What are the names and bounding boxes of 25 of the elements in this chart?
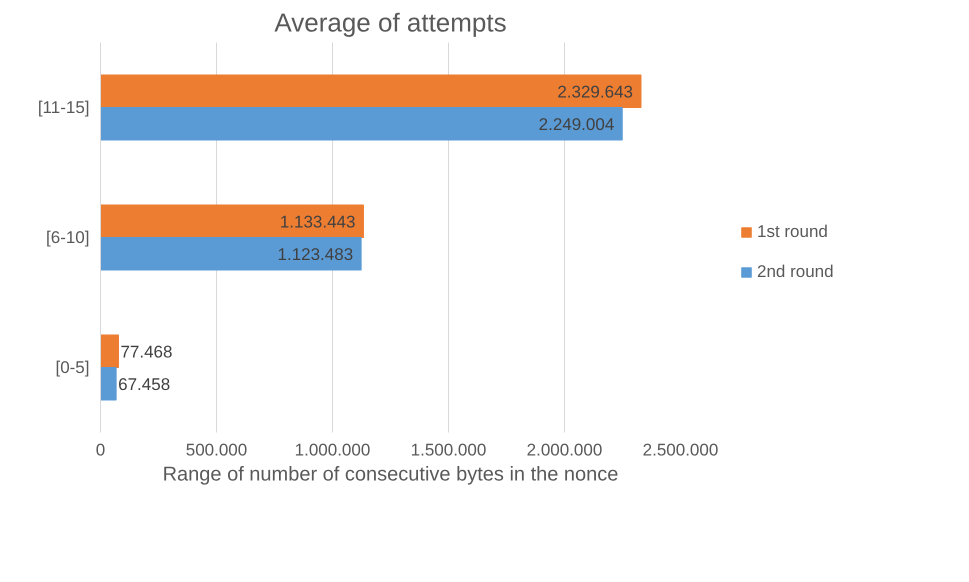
bar [100,107,623,140]
bar [100,334,119,368]
legend-label: 2nd round [757,262,834,282]
x-tick-label: 0 [96,440,106,460]
y-tick-label: [6-10] [46,228,90,247]
bar [100,74,642,108]
bar [100,204,364,238]
bar [100,367,117,400]
x-tick-label: 2.000.000 [526,440,602,460]
data-label: 2.249.004 [538,114,614,134]
x-axis-title: Range of number of consecutive bytes in the nonce [162,464,618,486]
x-tick-label: 1.000.000 [294,440,370,460]
x-tick-label: 2.500.000 [642,440,718,460]
chart-title: Average of attempts [274,8,507,38]
y-tick-label: [11-15] [38,98,90,117]
y-tick-label: [0-5] [55,358,90,377]
data-label: 1.123.483 [278,244,354,264]
data-label: 2.329.643 [557,82,633,102]
data-label: 1.133.443 [280,212,356,232]
data-label: 67.458 [118,374,170,394]
data-label: 77.468 [120,342,172,362]
bar [100,237,362,270]
x-tick-label: 1.500.000 [410,440,486,460]
x-tick-label: 500.000 [186,440,248,460]
legend-label: 1st round [757,222,828,242]
